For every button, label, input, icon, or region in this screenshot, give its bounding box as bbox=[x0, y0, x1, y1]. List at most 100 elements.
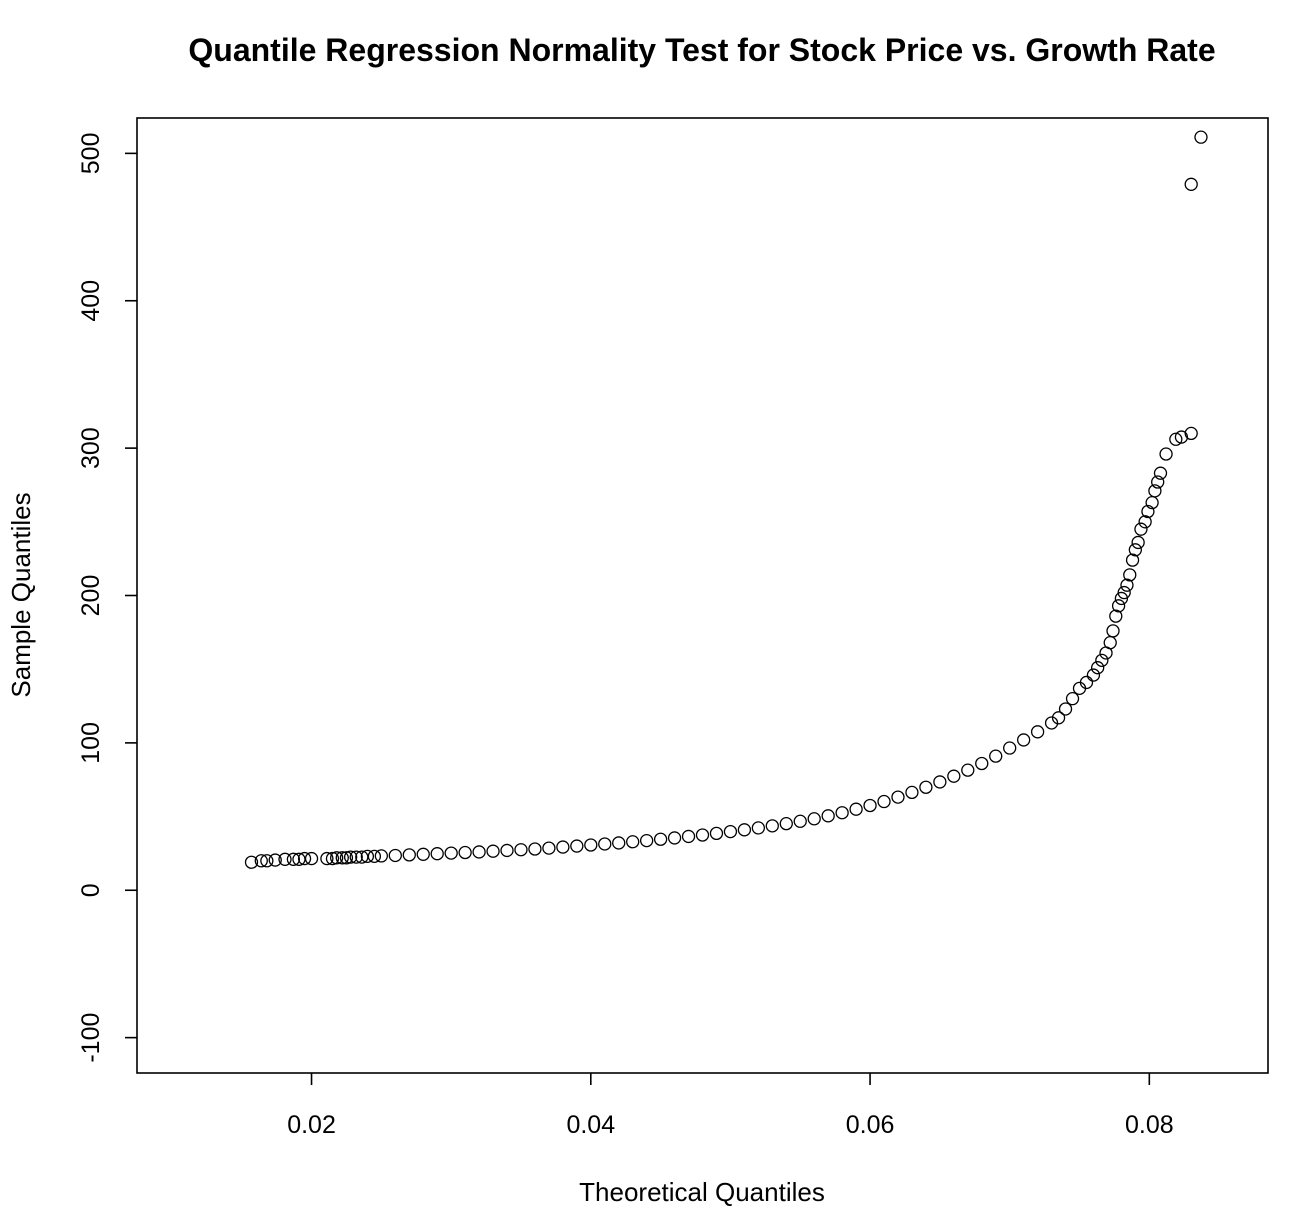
data-point bbox=[330, 851, 344, 865]
data-point bbox=[709, 826, 724, 841]
data-point bbox=[737, 823, 752, 837]
data-point bbox=[1131, 535, 1145, 550]
data-point bbox=[695, 828, 710, 842]
data-point bbox=[360, 849, 375, 864]
data-point bbox=[254, 854, 268, 868]
data-point bbox=[1114, 591, 1129, 606]
y-tick-label: 100 bbox=[77, 722, 105, 764]
data-point bbox=[1109, 609, 1123, 623]
data-point bbox=[863, 798, 877, 813]
data-point bbox=[1153, 466, 1168, 480]
y-tick-label: 300 bbox=[77, 427, 105, 469]
data-point bbox=[304, 851, 319, 866]
y-tick-label: 200 bbox=[77, 575, 105, 617]
data-point bbox=[514, 843, 528, 857]
data-point bbox=[1159, 447, 1173, 461]
plot-frame bbox=[136, 117, 1269, 1074]
data-point bbox=[1125, 553, 1140, 567]
data-point bbox=[919, 780, 933, 794]
data-point bbox=[1141, 504, 1155, 519]
data-point bbox=[640, 833, 654, 848]
data-point bbox=[1095, 653, 1109, 667]
data-point bbox=[1058, 702, 1073, 716]
data-point bbox=[570, 839, 584, 853]
data-point bbox=[835, 806, 849, 820]
data-point bbox=[416, 847, 430, 861]
data-point bbox=[286, 852, 301, 866]
y-tick-label: -100 bbox=[77, 1013, 105, 1063]
data-point bbox=[1086, 668, 1101, 682]
data-point bbox=[367, 849, 382, 864]
data-point bbox=[349, 850, 363, 864]
data-point bbox=[1174, 430, 1189, 444]
data-point bbox=[1169, 432, 1183, 446]
data-point bbox=[244, 855, 259, 869]
data-point bbox=[1194, 130, 1208, 144]
data-point bbox=[402, 848, 416, 862]
data-point bbox=[297, 851, 312, 866]
data-point bbox=[1030, 725, 1045, 739]
data-point bbox=[626, 835, 640, 849]
data-point bbox=[1148, 484, 1162, 498]
data-point bbox=[1017, 733, 1031, 747]
data-point bbox=[1151, 475, 1165, 489]
data-point bbox=[877, 794, 891, 809]
data-point bbox=[1138, 515, 1152, 529]
data-point bbox=[325, 851, 340, 866]
data-point bbox=[807, 812, 821, 826]
y-tick-label: 400 bbox=[77, 280, 105, 322]
data-point bbox=[1106, 624, 1120, 638]
y-axis: -100 0 100 200 300 400 500 bbox=[77, 133, 137, 1063]
data-point bbox=[500, 843, 514, 858]
data-point bbox=[681, 829, 696, 844]
x-axis: 0.02 0.04 0.06 0.08 bbox=[287, 1073, 1174, 1139]
data-point bbox=[1184, 177, 1198, 191]
data-point bbox=[612, 836, 626, 850]
data-point bbox=[260, 854, 274, 868]
data-point bbox=[751, 821, 765, 835]
data-point bbox=[1123, 568, 1137, 582]
data-point bbox=[278, 852, 292, 866]
x-tick-label: 0.06 bbox=[846, 1111, 895, 1139]
x-tick-label: 0.02 bbox=[287, 1111, 336, 1139]
x-axis-label: Theoretical Quantiles bbox=[579, 1177, 825, 1207]
data-point bbox=[556, 840, 570, 854]
data-point bbox=[1079, 675, 1094, 690]
data-point bbox=[339, 851, 354, 865]
data-point bbox=[1184, 426, 1198, 441]
data-point bbox=[1003, 741, 1017, 755]
data-point bbox=[793, 814, 807, 828]
data-point bbox=[723, 824, 738, 839]
data-point bbox=[444, 846, 458, 860]
data-point bbox=[335, 851, 349, 865]
data-point bbox=[1065, 692, 1080, 706]
data-point bbox=[1111, 599, 1126, 613]
data-point bbox=[430, 847, 444, 861]
data-point bbox=[374, 849, 389, 863]
data-point bbox=[486, 844, 500, 858]
data-point bbox=[905, 785, 919, 800]
data-point bbox=[947, 769, 961, 783]
x-tick-label: 0.08 bbox=[1125, 1111, 1174, 1139]
data-point bbox=[933, 775, 947, 789]
data-point bbox=[584, 838, 598, 852]
x-tick-label: 0.04 bbox=[566, 1111, 615, 1139]
data-point bbox=[779, 816, 793, 831]
data-point bbox=[765, 819, 779, 833]
data-point bbox=[598, 837, 612, 851]
data-point bbox=[653, 832, 668, 846]
data-point bbox=[472, 845, 486, 859]
data-point bbox=[975, 756, 989, 771]
data-point bbox=[1117, 585, 1131, 600]
data-point bbox=[542, 841, 556, 855]
y-tick-label: 0 bbox=[77, 883, 105, 897]
data-points-layer bbox=[244, 130, 1208, 869]
y-tick-label: 500 bbox=[77, 133, 105, 175]
data-point bbox=[989, 749, 1003, 763]
data-point bbox=[849, 802, 863, 816]
data-point bbox=[388, 848, 402, 863]
data-point bbox=[268, 853, 282, 867]
data-point bbox=[1044, 716, 1059, 730]
